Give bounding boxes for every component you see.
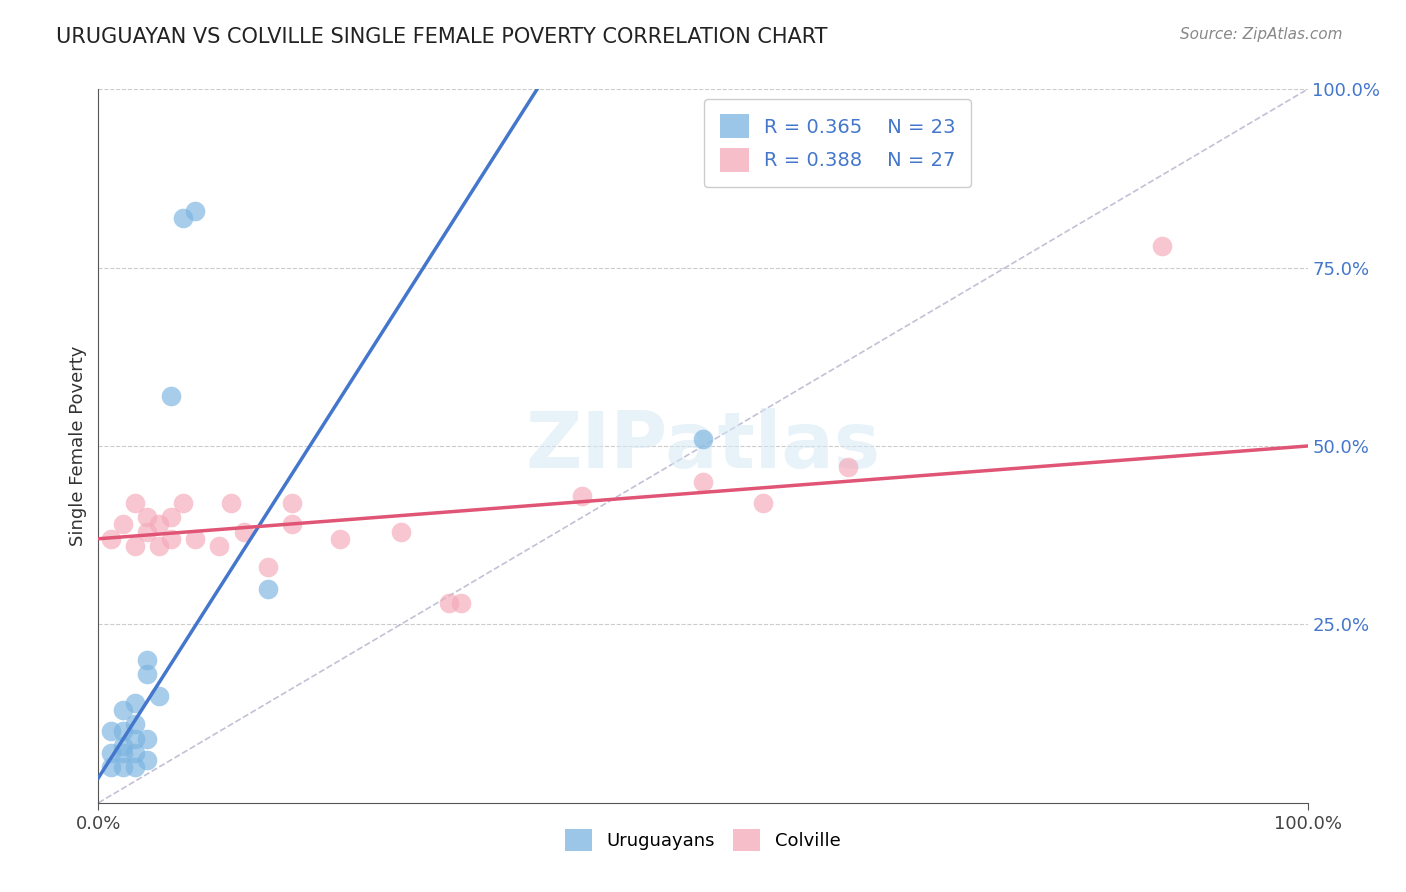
Point: [160, 389, 183, 403]
Y-axis label: Single Female Poverty: Single Female Poverty: [69, 346, 87, 546]
Point: [124, 731, 146, 746]
Text: URUGUAYAN VS COLVILLE SINGLE FEMALE POVERTY CORRELATION CHART: URUGUAYAN VS COLVILLE SINGLE FEMALE POVE…: [56, 27, 828, 46]
Point: [124, 717, 146, 731]
Point: [389, 524, 412, 539]
Point: [111, 739, 134, 753]
Point: [124, 760, 146, 774]
Point: [100, 724, 122, 739]
Text: ZIPatlas: ZIPatlas: [526, 408, 880, 484]
Point: [281, 517, 304, 532]
Legend: Uruguayans, Colville: Uruguayans, Colville: [558, 822, 848, 858]
Point: [100, 746, 122, 760]
Point: [135, 524, 157, 539]
Point: [148, 539, 170, 553]
Point: [135, 510, 157, 524]
Point: [208, 539, 231, 553]
Point: [1152, 239, 1174, 253]
Point: [172, 211, 194, 225]
Point: [221, 496, 243, 510]
Point: [450, 596, 472, 610]
Point: [135, 653, 157, 667]
Point: [160, 532, 183, 546]
Point: [111, 760, 134, 774]
Point: [692, 432, 714, 446]
Point: [100, 532, 122, 546]
Point: [148, 689, 170, 703]
Point: [281, 496, 304, 510]
Point: [135, 667, 157, 681]
Point: [256, 560, 278, 574]
Point: [837, 460, 859, 475]
Point: [752, 496, 775, 510]
Point: [692, 475, 714, 489]
Point: [329, 532, 352, 546]
Point: [124, 696, 146, 710]
Point: [437, 596, 460, 610]
Point: [124, 496, 146, 510]
Point: [135, 753, 157, 767]
Point: [124, 539, 146, 553]
Point: [100, 760, 122, 774]
Point: [256, 582, 278, 596]
Point: [135, 731, 157, 746]
Point: [148, 517, 170, 532]
Point: [111, 517, 134, 532]
Point: [111, 746, 134, 760]
Point: [571, 489, 593, 503]
Point: [232, 524, 254, 539]
Point: [184, 203, 207, 218]
Point: [124, 746, 146, 760]
Point: [111, 724, 134, 739]
Point: [172, 496, 194, 510]
Point: [160, 510, 183, 524]
Text: Source: ZipAtlas.com: Source: ZipAtlas.com: [1180, 27, 1343, 42]
Point: [184, 532, 207, 546]
Point: [111, 703, 134, 717]
